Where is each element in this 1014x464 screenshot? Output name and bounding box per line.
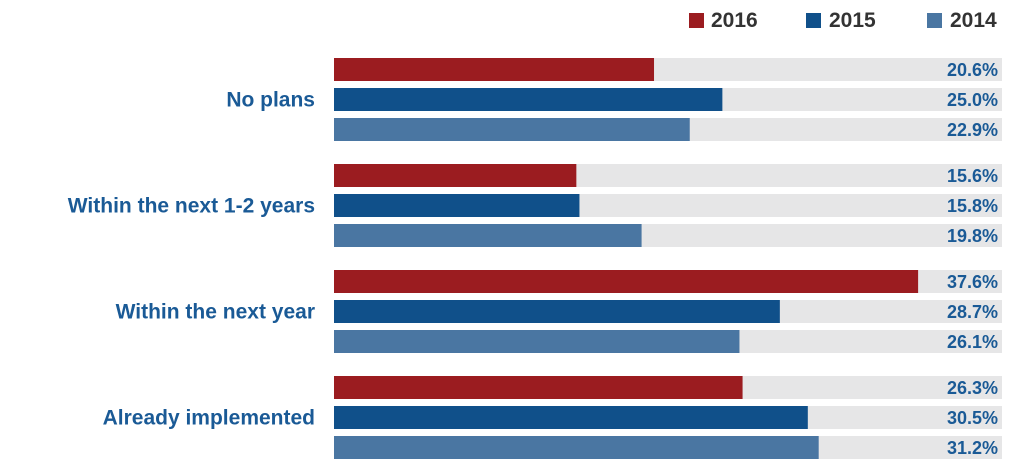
value-label: 30.5% <box>947 408 998 428</box>
legend-swatch-2015 <box>806 13 821 28</box>
bar-2016 <box>334 270 919 293</box>
value-label: 22.9% <box>947 120 998 140</box>
bar-2014 <box>334 224 642 247</box>
bar-2015 <box>334 194 580 217</box>
bar-2014 <box>334 118 690 141</box>
bar-2014 <box>334 330 740 353</box>
category-label: Within the next 1-2 years <box>68 195 315 218</box>
value-label: 15.6% <box>947 166 998 186</box>
category-label: No plans <box>226 89 315 112</box>
value-label: 31.2% <box>947 438 998 458</box>
legend-swatch-2016 <box>689 13 704 28</box>
legend-label-2015: 2015 <box>829 9 876 32</box>
bar-2015 <box>334 406 808 429</box>
value-label: 15.8% <box>947 196 998 216</box>
value-label: 26.3% <box>947 378 998 398</box>
plot-area: 20.6% 25.0% 22.9% No plans 15.6% 15.8% 19.8% Wi… <box>68 58 1002 459</box>
value-label: 28.7% <box>947 302 998 322</box>
category-label: Already implemented <box>103 407 315 430</box>
value-label: 25.0% <box>947 90 998 110</box>
bar-2015 <box>334 300 780 323</box>
bar-2016 <box>334 58 655 81</box>
value-label: 26.1% <box>947 332 998 352</box>
legend: 2016 2015 2014 <box>689 9 997 32</box>
legend-swatch-2014 <box>927 13 942 28</box>
bar-2016 <box>334 164 577 187</box>
category-label: Within the next year <box>116 301 315 324</box>
legend-label-2014: 2014 <box>950 9 997 32</box>
bar-2016 <box>334 376 743 399</box>
value-label: 19.8% <box>947 226 998 246</box>
legend-label-2016: 2016 <box>711 9 758 32</box>
bar-2014 <box>334 436 819 459</box>
value-label: 37.6% <box>947 272 998 292</box>
bar-2015 <box>334 88 723 111</box>
value-label: 20.6% <box>947 60 998 80</box>
